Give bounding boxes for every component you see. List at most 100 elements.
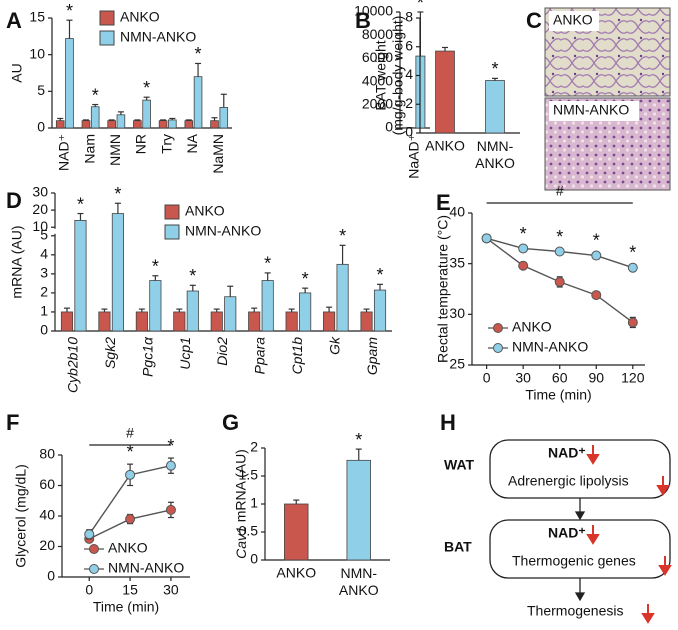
significance-annotation: # — [126, 425, 134, 441]
bar — [186, 290, 199, 332]
significance-marker: * — [143, 78, 150, 98]
bar — [133, 120, 142, 129]
significance-marker: * — [152, 257, 159, 277]
bar — [158, 120, 168, 129]
error-bar — [211, 117, 218, 121]
legend-marker — [493, 343, 503, 353]
diagram-text: Adrenergic lipolysis — [508, 473, 629, 489]
point — [165, 504, 176, 515]
legend-label: ANKO — [512, 319, 552, 335]
x-tick-label: Sgk2 — [102, 337, 118, 369]
y-tick-label: 10 — [29, 45, 45, 61]
error-bar — [117, 111, 124, 115]
x-tick-label: NMN-ANKO — [475, 138, 515, 171]
significance-marker: * — [66, 1, 73, 21]
bar — [111, 213, 124, 332]
error-bar — [220, 93, 227, 108]
error-bar — [326, 306, 333, 312]
y-tick-label: 0 — [40, 322, 48, 338]
error-bar — [355, 448, 362, 461]
image-label: ANKO — [553, 12, 593, 28]
x-tick-label: 30 — [163, 582, 179, 598]
bar — [485, 80, 505, 134]
y-tick-label: 10000 — [354, 3, 393, 19]
point — [554, 246, 565, 257]
x-tick-label: NA — [184, 133, 200, 153]
bar — [285, 311, 298, 332]
y-tick-label: 0 — [250, 551, 258, 567]
bar — [135, 311, 148, 332]
diagram-text: Thermogenic genes — [512, 553, 636, 569]
x-tick-label: Cyb2b10 — [64, 337, 80, 393]
error-bar — [77, 212, 84, 221]
legend-label: NMN-ANKO — [512, 339, 588, 355]
bar — [81, 120, 91, 129]
point — [518, 243, 529, 254]
error-bar — [293, 499, 300, 504]
panel-letter: E — [436, 190, 451, 215]
error-bar — [82, 119, 89, 121]
bar — [336, 263, 349, 332]
significance-marker: * — [127, 442, 134, 462]
significance-marker: * — [629, 242, 636, 262]
significance-marker: * — [593, 230, 600, 250]
error-bar — [57, 117, 64, 121]
error-bar — [108, 119, 115, 121]
x-tick-label: NAD⁺ — [56, 134, 72, 171]
y-tick-label: 40 — [39, 507, 55, 523]
x-tick-label: 90 — [588, 370, 604, 386]
error-bar — [160, 119, 167, 121]
significance-marker: * — [377, 265, 384, 285]
bar — [373, 289, 387, 332]
point — [591, 250, 602, 261]
error-bar — [213, 308, 220, 312]
bar — [60, 311, 74, 332]
y-axis-label: Cav1 mRNA (AU) — [233, 449, 249, 559]
error-bar — [92, 103, 99, 107]
panel-letter: C — [526, 8, 542, 33]
panel-letter: F — [6, 410, 19, 435]
significance-marker: * — [167, 436, 174, 456]
bar — [248, 311, 261, 332]
legend-marker — [493, 323, 503, 333]
axis-break — [50, 228, 60, 234]
error-bar — [66, 19, 73, 39]
y-tick-label: 60 — [39, 476, 55, 492]
y-tick-label: 0 — [37, 119, 45, 135]
x-tick-label: 0 — [85, 582, 93, 598]
error-bar — [339, 244, 346, 265]
panel-letter: B — [355, 8, 371, 33]
significance-marker: * — [77, 194, 84, 214]
significance-marker: * — [339, 226, 346, 246]
diagram-text: NAD⁺ — [548, 445, 586, 461]
bar — [435, 50, 455, 134]
y-axis-label: BAT weight — [373, 40, 389, 110]
legend-label: NMN-ANKO — [108, 560, 184, 576]
y-tick-label: 8 — [405, 9, 413, 25]
y-axis-label: AU — [9, 63, 25, 82]
x-tick-label: Gpam — [364, 337, 380, 375]
significance-marker: * — [264, 254, 271, 274]
x-tick-label: Try — [158, 134, 174, 154]
error-bar — [143, 96, 150, 101]
point — [627, 317, 638, 328]
x-tick-label: ANKO — [425, 138, 465, 154]
image-label-box — [549, 101, 639, 121]
point — [554, 276, 565, 287]
legend-swatch — [164, 204, 180, 220]
x-tick-label: NR — [133, 134, 149, 154]
significance-marker: * — [189, 266, 196, 286]
error-bar — [288, 308, 295, 312]
x-tick-label: 15 — [122, 582, 138, 598]
bar — [98, 311, 111, 332]
legend-marker — [89, 564, 99, 574]
y-tick-label: 30 — [32, 184, 48, 200]
bar — [224, 296, 237, 332]
y-tick-label: 2000 — [362, 96, 393, 112]
y-tick-label: 5 — [37, 82, 45, 98]
y-axis-label: (mg/g-body weight) — [390, 16, 406, 136]
bar — [173, 311, 186, 332]
bar — [360, 311, 373, 332]
bar — [168, 119, 177, 129]
